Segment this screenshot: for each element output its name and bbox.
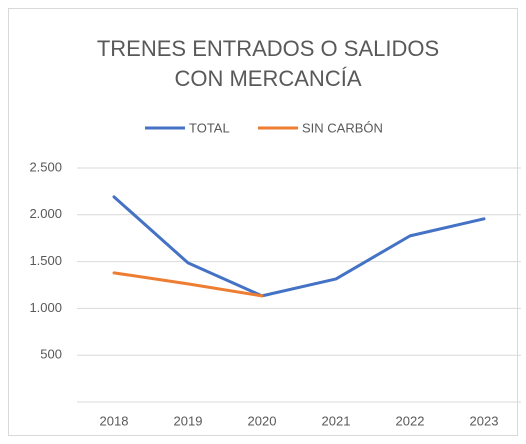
x-tick-label: 2023	[470, 413, 499, 428]
y-tick-label: 1.500	[29, 253, 62, 268]
chart-frame	[8, 8, 518, 436]
y-tick-label: 2.000	[29, 206, 62, 221]
x-tick-label: 2018	[100, 413, 129, 428]
chart-title: CON MERCANCÍA	[174, 66, 361, 91]
y-tick-label: 1.000	[29, 300, 62, 315]
legend-label: TOTAL	[189, 120, 230, 135]
chart-title: TRENES ENTRADOS O SALIDOS	[97, 36, 439, 61]
x-tick-label: 2021	[322, 413, 351, 428]
x-tick-label: 2019	[174, 413, 203, 428]
x-tick-label: 2022	[396, 413, 425, 428]
series-line	[112, 195, 486, 298]
y-tick-label: 2.500	[29, 159, 62, 174]
y-tick-label: 500	[40, 347, 62, 362]
series-line	[112, 271, 264, 298]
x-tick-label: 2020	[248, 413, 277, 428]
legend-label: SIN CARBÓN	[302, 120, 383, 135]
